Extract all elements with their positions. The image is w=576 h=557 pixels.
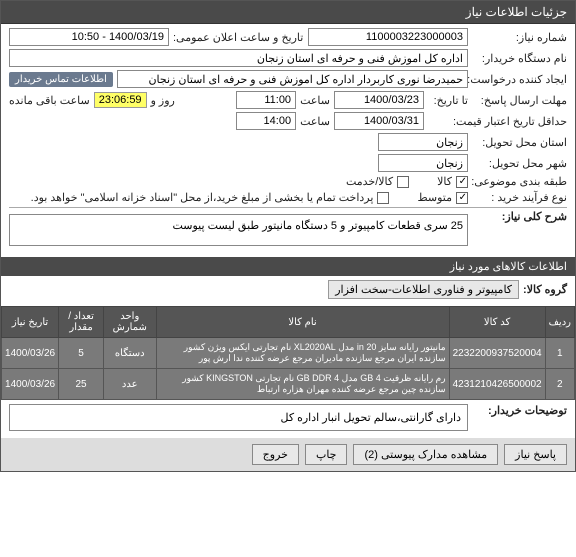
service-label: کالا/خدمت [346, 175, 393, 188]
form-area: شماره نیاز: 1100003223000003 تاریخ و ساع… [1, 24, 575, 257]
divider [9, 207, 567, 208]
exit-button[interactable]: خروج [252, 444, 299, 465]
summary-label: شرح کلی نیاز: [472, 210, 567, 223]
group-value: کامپیوتر و فناوری اطلاعات-سخت افزار [328, 280, 519, 299]
table-cell: عدد [104, 369, 156, 400]
validity-hour: 14:00 [236, 112, 296, 130]
table-header: ردیف [545, 307, 574, 338]
reply-button[interactable]: پاسخ نیاز [504, 444, 567, 465]
buyer-notes-field: دارای گارانتی،سالم تحویل انبار اداره کل [9, 404, 468, 431]
deadline-hour: 11:00 [236, 91, 296, 109]
process-note: پرداخت تمام یا بخشی از مبلغ خرید،از محل … [31, 191, 374, 204]
contact-badge[interactable]: اطلاعات تماس خریدار [9, 72, 113, 87]
service-checkbox[interactable] [397, 176, 409, 188]
table-header: واحد شمارش [104, 307, 156, 338]
city-field: زنجان [378, 154, 468, 172]
province-field: زنجان [378, 133, 468, 151]
table-header: کد کالا [449, 307, 545, 338]
remaining-time: 23:06:59 [94, 92, 147, 108]
need-number-field: 1100003223000003 [308, 28, 468, 46]
summary-field: 25 سری قطعات کامپیوتر و 5 دستگاه مانیتور… [9, 214, 468, 246]
table-cell: 4231210426500002 [449, 369, 545, 400]
buyer-notes-label: توضیحات خریدار: [472, 404, 567, 417]
print-button[interactable]: چاپ [305, 444, 348, 465]
table-cell: 25 [59, 369, 104, 400]
deadline-hour-label: ساعت [300, 94, 330, 107]
city-label: شهر محل تحویل: [472, 157, 567, 170]
remain-label: ساعت باقی مانده [9, 94, 90, 107]
process-opt: متوسط [417, 191, 452, 204]
process-checkbox[interactable] [456, 192, 468, 204]
table-cell: 1400/03/26 [2, 338, 59, 369]
announce-date-field: 1400/03/19 - 10:50 [9, 28, 169, 46]
attachments-button[interactable]: مشاهده مدارک پیوستی (2) [353, 444, 498, 465]
footer-bar: پاسخ نیاز مشاهده مدارک پیوستی (2) چاپ خر… [1, 438, 575, 471]
items-table: ردیفکد کالانام کالاواحد شمارشتعداد / مقد… [1, 306, 575, 400]
province-label: استان محل تحویل: [472, 136, 567, 149]
table-cell: دستگاه [104, 338, 156, 369]
table-cell: 5 [59, 338, 104, 369]
items-section-title: اطلاعات کالاهای مورد نیاز [1, 257, 575, 276]
table-row: 24231210426500002رم رایانه ظرفیت GB 4 مد… [2, 369, 575, 400]
goods-checkbox[interactable] [456, 176, 468, 188]
validity-label: حداقل تاریخ اعتبار قیمت: [472, 115, 567, 128]
table-cell: مانیتور رایانه سایز 20 in مدل XL2020AL ن… [156, 338, 449, 369]
deadline-label: مهلت ارسال پاسخ: [472, 94, 567, 107]
table-cell: 1400/03/26 [2, 369, 59, 400]
panel-title: جزئیات اطلاعات نیاز [1, 1, 575, 24]
budget-label: طبقه بندی موضوعی: [472, 175, 567, 188]
validity-date: 1400/03/31 [334, 112, 424, 130]
buyer-org-label: نام دستگاه خریدار: [472, 52, 567, 65]
deadline-date: 1400/03/23 [334, 91, 424, 109]
buyer-org-field: اداره کل اموزش فنی و حرفه ای استان زنجان [9, 49, 468, 67]
to-date-label: تا تاریخ: [428, 94, 468, 107]
creator-label: ایجاد کننده درخواست: [472, 73, 567, 86]
validity-hour-label: ساعت [300, 115, 330, 128]
table-cell: 2 [545, 369, 574, 400]
group-label: گروه کالا: [523, 283, 567, 296]
table-cell: 1 [545, 338, 574, 369]
table-cell: رم رایانه ظرفیت GB 4 مدل GB DDR 4 نام تج… [156, 369, 449, 400]
goods-label: کالا [437, 175, 452, 188]
table-cell: 2232200937520004 [449, 338, 545, 369]
table-header: نام کالا [156, 307, 449, 338]
table-row: 12232200937520004مانیتور رایانه سایز 20 … [2, 338, 575, 369]
creator-field: حمیدرضا نوری کاربردار اداره کل اموزش فنی… [117, 70, 468, 88]
need-number-label: شماره نیاز: [472, 31, 567, 44]
table-header: تعداد / مقدار [59, 307, 104, 338]
day-label: روز و [151, 94, 175, 107]
table-header: تاریخ نیاز [2, 307, 59, 338]
main-panel: جزئیات اطلاعات نیاز شماره نیاز: 11000032… [0, 0, 576, 472]
announce-date-label: تاریخ و ساعت اعلان عمومی: [173, 31, 303, 44]
note-checkbox[interactable] [377, 192, 389, 204]
process-label: نوع فرآیند خرید : [472, 191, 567, 204]
